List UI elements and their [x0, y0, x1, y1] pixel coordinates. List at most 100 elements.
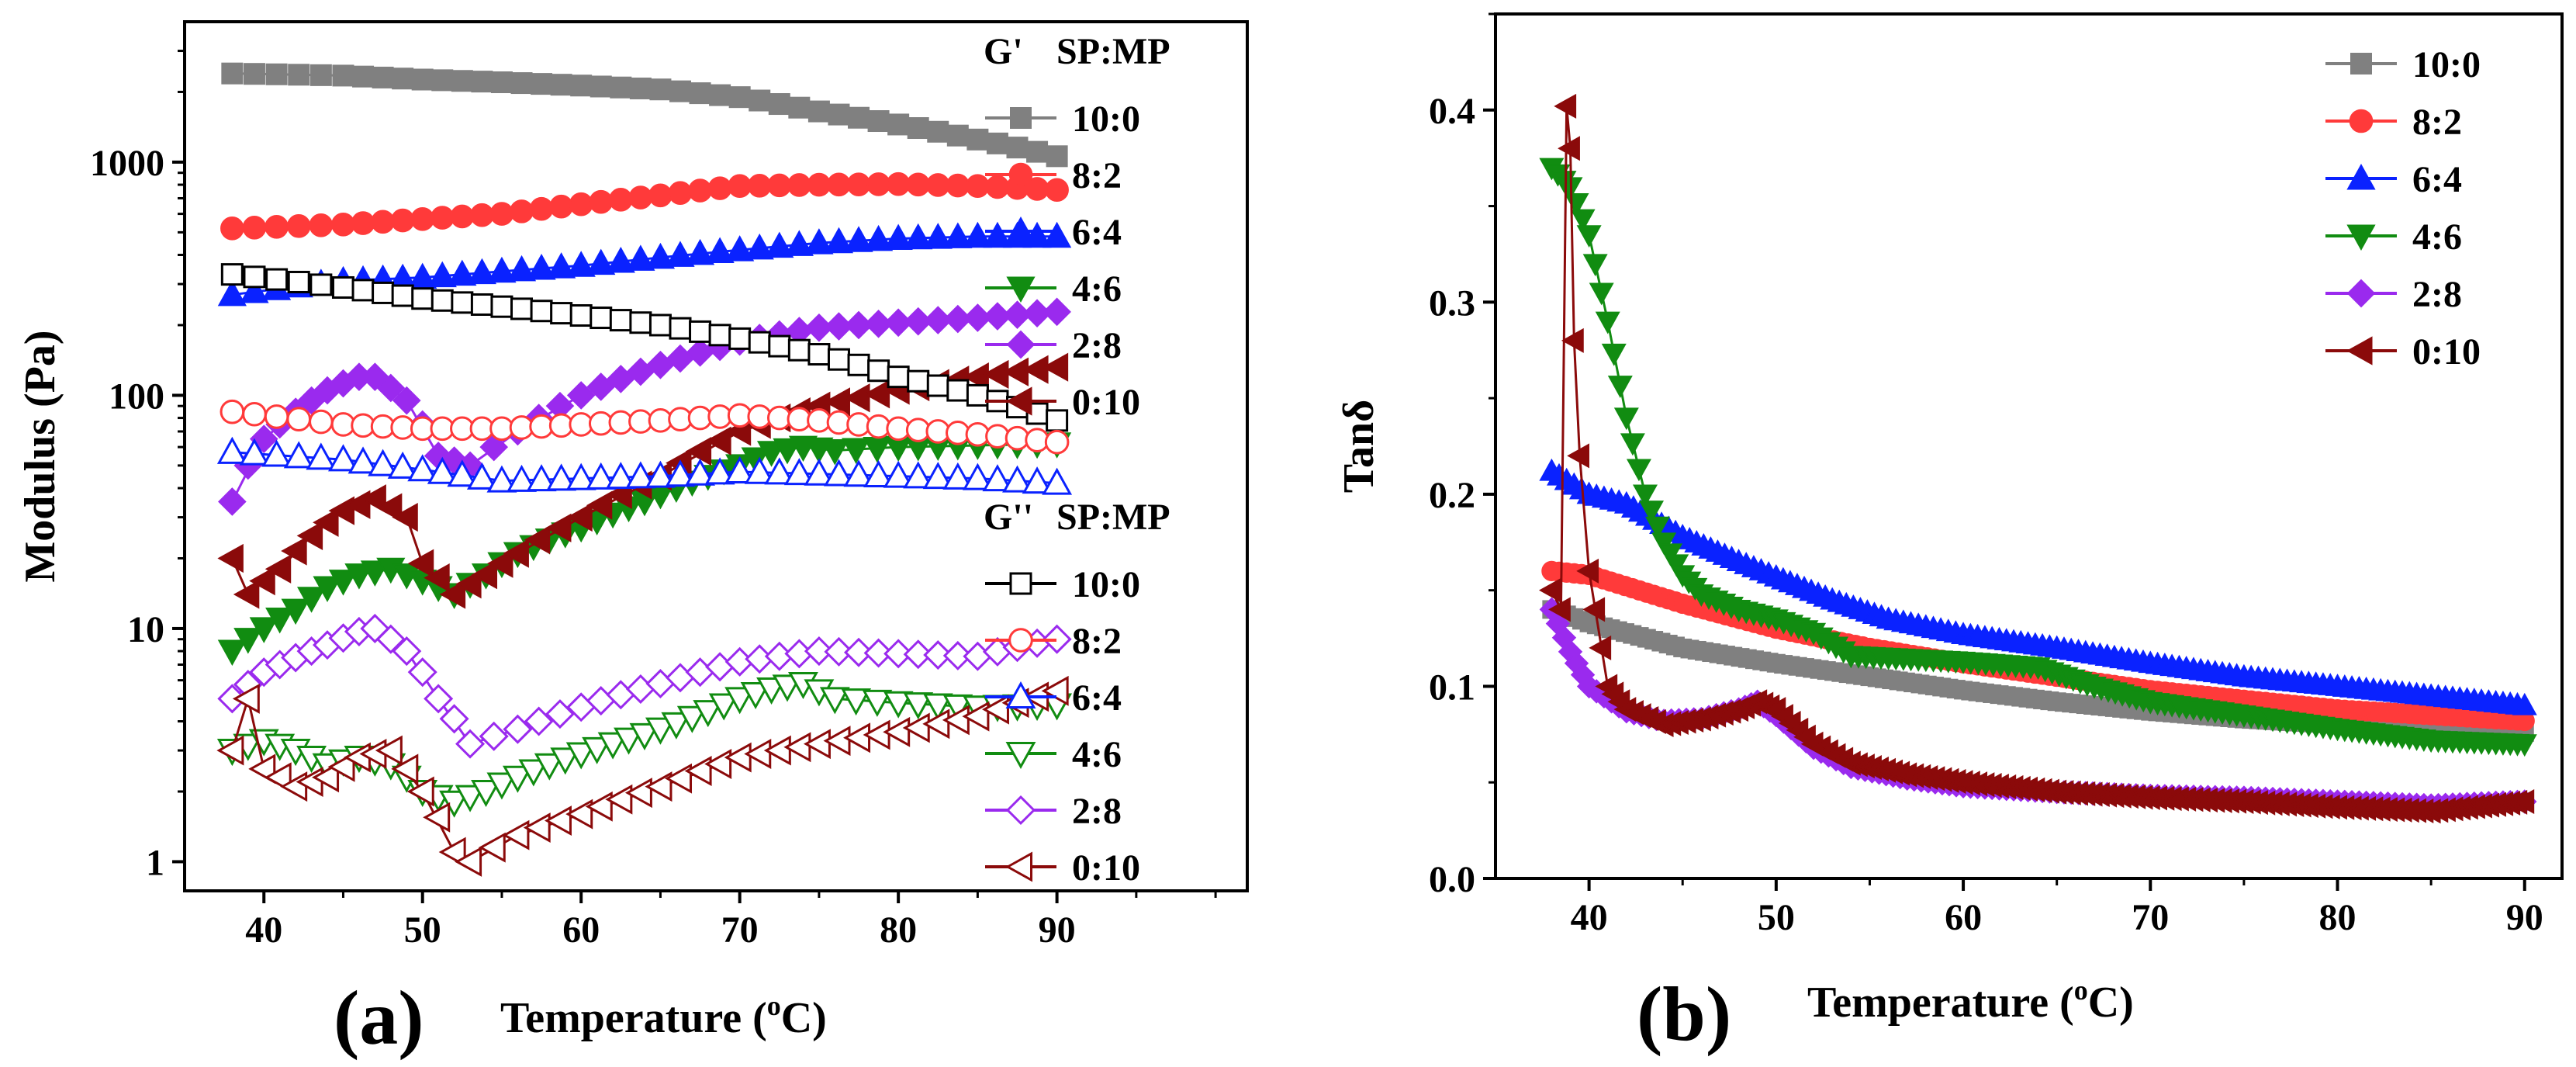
data-point: [903, 461, 934, 489]
data-point: [287, 270, 310, 293]
data-point: [1664, 554, 1689, 577]
data-point: [526, 464, 557, 492]
series-0-10-open: [216, 675, 1069, 877]
data-point: [565, 799, 593, 830]
data-point: [902, 712, 930, 743]
data-point: [629, 311, 652, 334]
legend-marker: [1006, 276, 1036, 303]
data-point: [220, 216, 244, 241]
data-point: [1613, 407, 1639, 431]
data-point: [455, 847, 482, 877]
data-point: [614, 727, 644, 755]
data-point: [1589, 635, 1612, 660]
data-point: [566, 381, 596, 410]
series-2-8-open: [217, 613, 1072, 759]
data-point: [629, 722, 660, 750]
legend-header-label: SP:MP: [1056, 31, 1170, 72]
data-point: [740, 682, 771, 710]
data-point: [438, 837, 466, 868]
data-point: [455, 570, 482, 599]
legend-marker: [2346, 279, 2376, 308]
data-point: [848, 106, 870, 129]
data-point: [217, 639, 247, 667]
x-tick-label: 90: [2506, 897, 2543, 938]
data-point: [286, 407, 312, 431]
data-point: [963, 641, 993, 671]
data-point: [450, 204, 475, 229]
data-point: [645, 717, 676, 745]
data-point: [887, 365, 910, 389]
data-point: [824, 459, 854, 487]
legend-marker: [1006, 386, 1032, 416]
data-point: [887, 113, 910, 136]
data-point: [748, 331, 771, 354]
data-point: [471, 560, 498, 590]
data-point: [765, 231, 794, 258]
data-point: [741, 447, 770, 474]
data-point: [455, 785, 486, 812]
data-point: [942, 705, 970, 736]
data-point: [648, 183, 673, 208]
data-point: [787, 173, 811, 197]
data-point: [946, 379, 970, 402]
data-point: [841, 688, 872, 716]
x-tick-label: 80: [2319, 897, 2356, 938]
data-point: [864, 310, 893, 338]
data-point: [1651, 532, 1677, 556]
y-axis-label-text: Modulus (Pa): [16, 330, 64, 582]
data-point: [943, 222, 973, 248]
data-point: [309, 409, 334, 435]
data-point: [296, 587, 327, 613]
data-point: [804, 228, 834, 255]
x-axis-label-text: Temperature (: [500, 994, 767, 1042]
data-point: [392, 386, 421, 415]
data-point: [943, 304, 973, 334]
data-point: [685, 437, 712, 466]
legend-header-symbol: G'': [984, 497, 1033, 538]
x-tick-label: 70: [2132, 897, 2169, 938]
legend-marker: [1010, 107, 1032, 129]
data-point: [249, 566, 275, 596]
y-tick-label: 0.3: [1429, 282, 1475, 324]
data-point: [489, 202, 514, 226]
legend-marker: [2350, 53, 2372, 74]
legend-marker: [1005, 795, 1036, 826]
data-point: [375, 493, 403, 522]
chart-panel-a: 40 50 60 70 80 90 1 10 100 1000 Modulus (Pa) (a) Tem…: [16, 20, 1249, 1061]
x-axis-label: Temperature (oC): [1807, 975, 2134, 1027]
data-point: [547, 252, 576, 279]
data-point: [217, 543, 244, 573]
data-point: [942, 640, 973, 670]
data-point: [221, 62, 244, 85]
legend-marker: [1005, 741, 1036, 769]
data-point: [926, 374, 949, 397]
data-point: [1042, 352, 1069, 382]
data-point: [233, 628, 263, 654]
data-point: [966, 383, 989, 407]
legend-label: 8:2: [2412, 102, 2462, 143]
data-point: [423, 802, 451, 833]
data-point: [1046, 409, 1069, 432]
legend-label: 2:8: [2412, 274, 2462, 315]
data-point: [2512, 788, 2535, 814]
legend-marker: [1005, 851, 1033, 882]
data-point: [471, 71, 493, 93]
data-point: [904, 307, 933, 336]
data-point: [807, 100, 830, 123]
data-point: [510, 199, 534, 223]
data-point: [407, 657, 437, 688]
data-point: [747, 173, 772, 198]
data-point: [1576, 558, 1599, 584]
data-point: [728, 174, 752, 198]
panel-label: (b): [1637, 971, 1731, 1057]
x-tick-label: 40: [1571, 897, 1608, 938]
series-0-10: [217, 352, 1069, 609]
data-point: [439, 580, 466, 609]
data-point: [904, 223, 933, 250]
legend-header-symbol: G': [984, 31, 1023, 72]
y-tick-label: 0.4: [1429, 91, 1475, 132]
data-point: [628, 185, 653, 210]
data-point: [768, 93, 790, 116]
data-point: [610, 76, 632, 99]
data-point: [240, 277, 269, 303]
